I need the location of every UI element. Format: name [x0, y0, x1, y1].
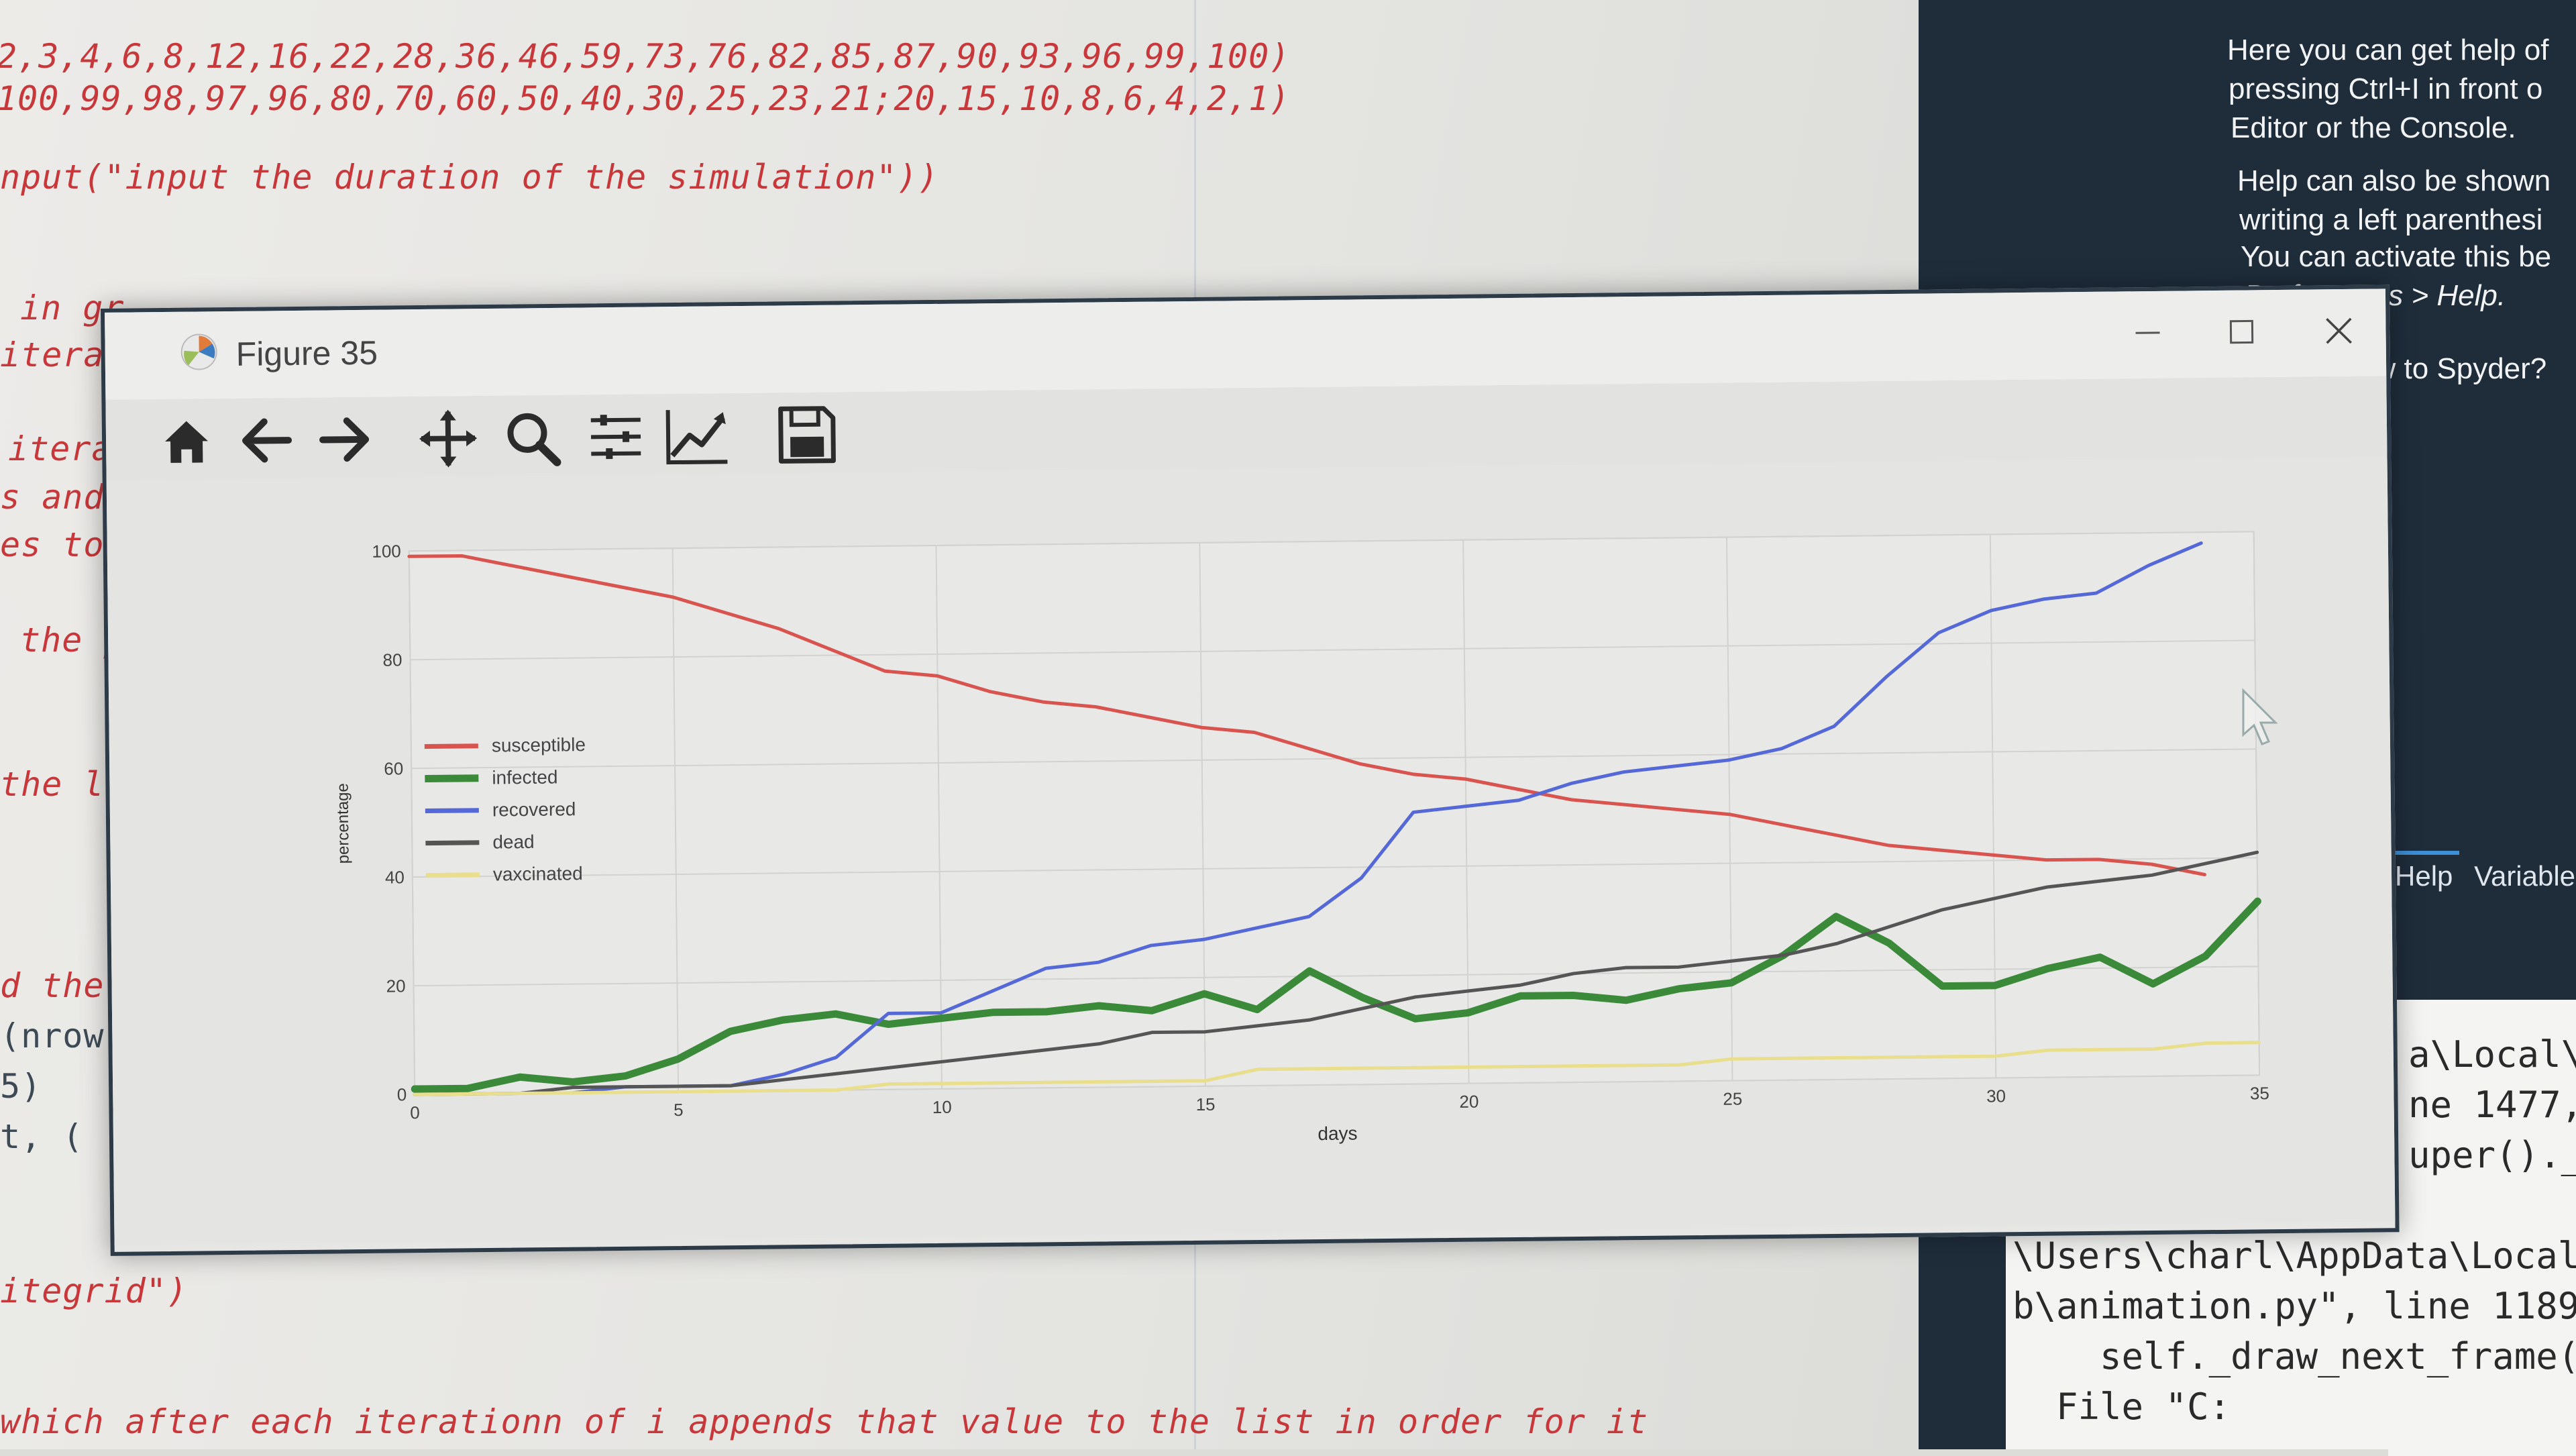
- x-tick-label: 15: [1195, 1094, 1215, 1114]
- line-chart: 0 5 10 15 20 25 30 35 0 20 40 60 80 100 days percenta…: [107, 456, 2389, 1245]
- figure-window[interactable]: Figure 35: [101, 284, 2400, 1256]
- code-line: d the: [0, 966, 105, 1005]
- y-tick-label: 80: [382, 649, 402, 670]
- help-line: Help can also be shown: [2237, 164, 2551, 198]
- tab-variable-explorer[interactable]: Variable: [2467, 855, 2576, 898]
- y-tick-label: 0: [397, 1084, 407, 1104]
- code-line: t, (: [0, 1117, 83, 1156]
- y-axis-label: percentage: [333, 783, 352, 864]
- help-line: Here you can get help of: [2227, 34, 2548, 67]
- x-tick-label: 10: [932, 1097, 952, 1117]
- forward-arrow-icon: [317, 413, 372, 467]
- code-line: s and: [0, 478, 105, 517]
- legend-swatch: [425, 778, 478, 779]
- console-line: File "C:: [2012, 1386, 2231, 1428]
- code-line: the l: [0, 765, 105, 804]
- edit-axis-button[interactable]: [663, 405, 731, 466]
- y-tick-label: 40: [385, 867, 405, 887]
- zoom-button[interactable]: [498, 407, 566, 468]
- tab-help[interactable]: Help: [2388, 851, 2459, 898]
- back-arrow-icon: [240, 413, 294, 468]
- figure-title: Figure 35: [235, 333, 378, 374]
- plot-canvas[interactable]: 0 5 10 15 20 25 30 35 0 20 40 60 80 100 days percenta…: [107, 456, 2396, 1245]
- legend-label: vaxcinated: [493, 863, 583, 884]
- forward-button[interactable]: [311, 409, 378, 470]
- legend-swatch: [425, 746, 478, 747]
- code-line: 100,99,98,97,96,80,70,60,50,40,30,25,23,…: [0, 79, 1290, 118]
- legend-label: infected: [492, 767, 557, 788]
- help-line: Editor or the Console.: [2231, 111, 2516, 145]
- console-line: uper()._: [2408, 1134, 2576, 1176]
- configure-subplots-button[interactable]: [582, 406, 650, 467]
- x-tick-label: 20: [1459, 1092, 1479, 1112]
- y-tick-label: 100: [372, 541, 401, 561]
- console-line: b\animation.py", line 1189: [2012, 1285, 2576, 1327]
- console-traceback: \Users\charl\AppData\Local b\animation.p…: [2006, 1228, 2576, 1449]
- x-tick-label: 25: [1723, 1088, 1742, 1108]
- pane-tabs: Help Variable: [2388, 851, 2576, 898]
- console-line: ne 1477,: [2408, 1084, 2576, 1126]
- code-line: es to: [0, 525, 105, 564]
- x-tick-label: 30: [1986, 1086, 2006, 1106]
- help-line: You can activate this be: [2241, 240, 2551, 274]
- x-tick-label: 0: [410, 1102, 420, 1123]
- maximize-button[interactable]: [2211, 305, 2272, 359]
- help-line: pressing Ctrl+I in front o: [2229, 72, 2542, 106]
- configure-subplots-icon: [586, 406, 647, 467]
- close-button[interactable]: [2308, 304, 2369, 358]
- x-axis-label: days: [1318, 1123, 1357, 1144]
- minimize-button[interactable]: [2117, 306, 2178, 360]
- code-line: 5): [0, 1067, 42, 1106]
- code-line: which after each iterationn of i appends…: [0, 1402, 1648, 1441]
- back-button[interactable]: [233, 410, 301, 471]
- legend-label: dead: [492, 831, 535, 853]
- matplotlib-logo-icon: [178, 331, 219, 372]
- y-tick-label: 20: [386, 976, 406, 996]
- help-line: writing a left parenthesi: [2239, 203, 2542, 237]
- code-line: 2,3,4,6,8,12,16,22,28,36,46,59,73,76,82,…: [0, 37, 1290, 76]
- save-button[interactable]: [773, 404, 841, 465]
- code-line: nput("input the duration of the simulati…: [0, 158, 939, 197]
- legend-label: susceptible: [492, 734, 586, 756]
- console-line: self._draw_next_frame(: [2012, 1335, 2576, 1377]
- save-icon: [777, 405, 838, 466]
- console-line: a\Local\: [2408, 1033, 2576, 1076]
- pan-button[interactable]: [415, 408, 482, 469]
- pan-icon: [418, 408, 479, 469]
- edit-axis-icon: [663, 405, 731, 466]
- minimize-icon: [2134, 319, 2161, 346]
- code-line: itera: [8, 429, 113, 468]
- mouse-cursor-icon: [2241, 688, 2281, 748]
- home-icon: [160, 414, 214, 468]
- maximize-icon: [2228, 318, 2255, 345]
- legend-label: recovered: [492, 798, 576, 820]
- code-line: itegrid"): [0, 1271, 188, 1310]
- x-tick-label: 5: [674, 1100, 684, 1120]
- zoom-icon: [502, 407, 563, 468]
- console-line: \Users\charl\AppData\Local: [2012, 1235, 2576, 1277]
- home-button[interactable]: [153, 411, 221, 472]
- x-tick-label: 35: [2250, 1083, 2269, 1103]
- code-line: (nrow: [0, 1017, 105, 1055]
- y-tick-label: 60: [384, 758, 403, 778]
- close-icon: [2324, 316, 2353, 346]
- legend-swatch: [426, 875, 480, 876]
